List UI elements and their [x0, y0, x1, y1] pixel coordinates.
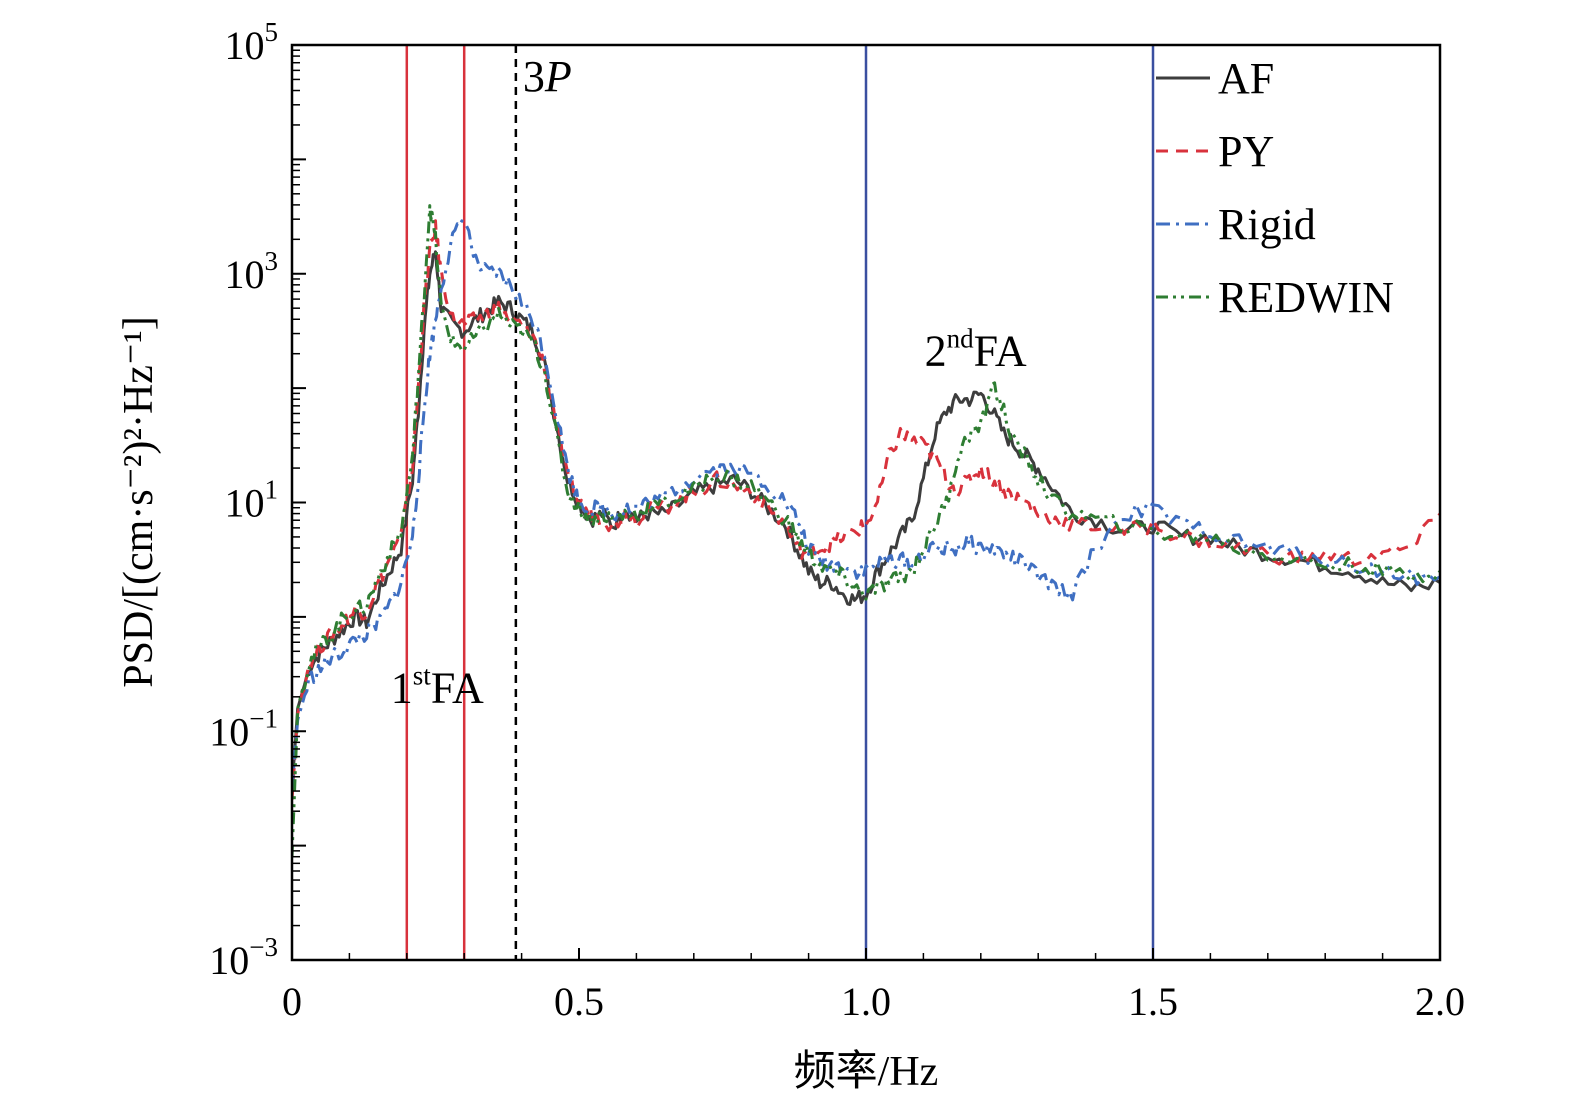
y-tick-label: 10−3 — [209, 932, 278, 983]
x-axis-title: 频率/Hz — [794, 1048, 939, 1095]
x-tick-label: 0.5 — [554, 979, 604, 1024]
annotation-second-fa: 2ndFA — [925, 323, 1027, 375]
y-axis-title: PSD/[(cm·s⁻²)²·Hz⁻¹] — [116, 316, 162, 687]
x-tick-label: 1.5 — [1128, 979, 1178, 1024]
x-tick-label: 0 — [282, 979, 302, 1024]
x-tick-label: 1.0 — [841, 979, 891, 1024]
series-line-redwin — [292, 204, 1440, 858]
annotation-three-p: 3P — [523, 52, 572, 101]
legend-label-redwin: REDWIN — [1218, 273, 1394, 322]
y-tick-label: 103 — [225, 246, 279, 297]
annotations: 1stFA 2ndFA 3P — [391, 52, 1027, 713]
legend-label-rigid: Rigid — [1218, 200, 1316, 249]
reference-lines — [405, 45, 1155, 960]
y-tick-label: 101 — [225, 475, 279, 526]
series-lines — [292, 204, 1440, 858]
series-line-rigid — [292, 219, 1440, 789]
axes: 0 0.5 1.0 1.5 2.0 105 103 101 10−1 10−3 — [209, 17, 1465, 1024]
x-tick-label: 2.0 — [1415, 979, 1465, 1024]
annotation-first-fa: 1stFA — [391, 661, 484, 713]
y-tick-label: 105 — [225, 17, 279, 68]
legend-label-py: PY — [1218, 127, 1274, 176]
series-line-py — [292, 219, 1440, 800]
legend-label-af: AF — [1218, 54, 1274, 103]
series-line-af — [292, 250, 1440, 789]
y-tick-label: 10−1 — [209, 703, 278, 754]
legend: AF PY Rigid REDWIN — [1156, 54, 1394, 322]
